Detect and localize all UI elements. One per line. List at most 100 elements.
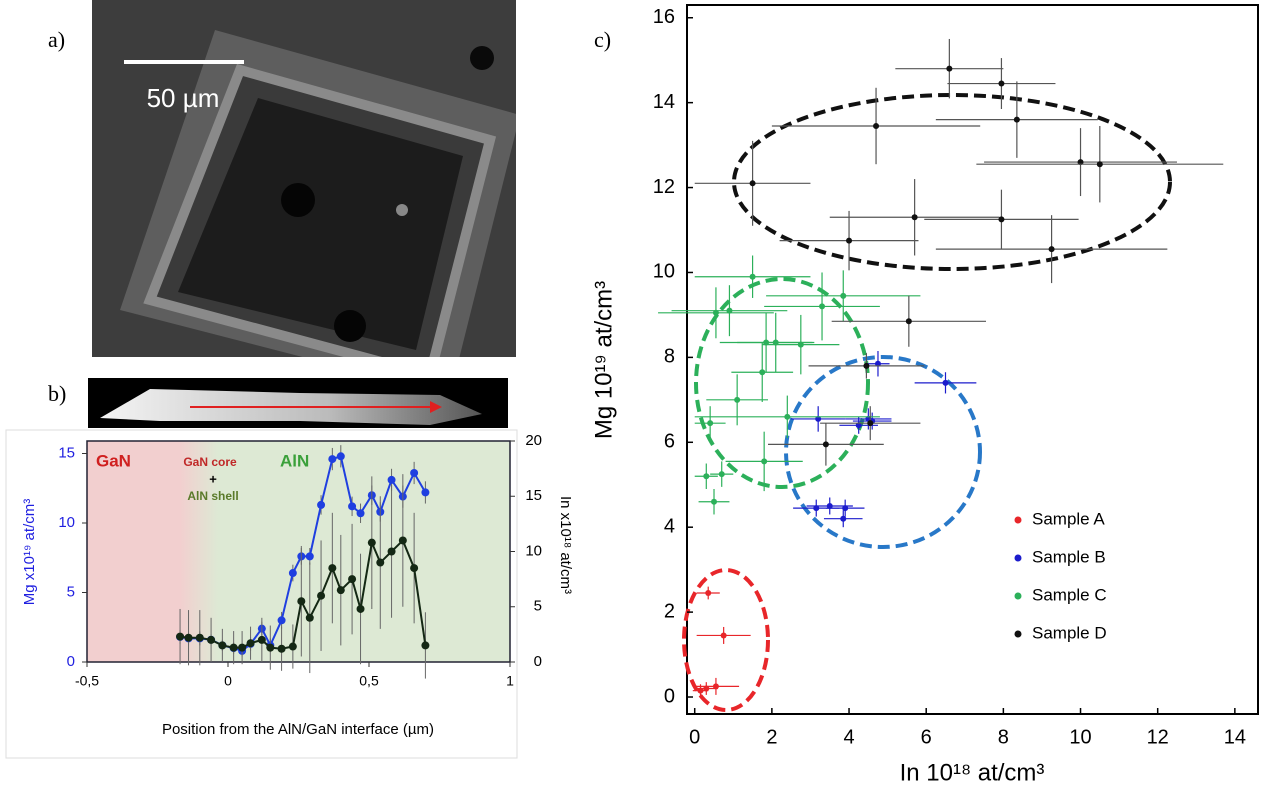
annotation: AlN shell xyxy=(187,489,238,503)
panel-frame xyxy=(5,429,518,759)
data-point xyxy=(749,273,756,280)
y2-tick-label: 15 xyxy=(525,487,542,504)
data-point xyxy=(797,341,804,348)
data-point xyxy=(867,420,874,427)
data-point xyxy=(749,180,756,187)
panel-label: a) xyxy=(48,27,65,52)
data-point xyxy=(697,687,704,694)
plot-area xyxy=(686,4,1259,715)
y-tick-label: 6 xyxy=(664,431,675,453)
group-ellipses xyxy=(682,93,1172,712)
data-point xyxy=(705,590,712,597)
data-point xyxy=(855,422,862,429)
data-point xyxy=(367,538,376,547)
data-point xyxy=(942,379,949,386)
data-point xyxy=(712,683,719,690)
y2-tick-label: 10 xyxy=(525,542,542,559)
data-point xyxy=(421,641,430,650)
x-axis-title: Position from the AlN/GaN interface (µm) xyxy=(162,721,434,738)
annotation: + xyxy=(209,471,217,486)
data-point xyxy=(815,415,822,422)
data-point xyxy=(277,644,286,653)
x-tick-label: 6 xyxy=(921,726,932,748)
data-point xyxy=(946,65,953,72)
y-tick-label: 16 xyxy=(653,6,675,28)
y-tick-label: 8 xyxy=(664,346,675,368)
y2-tick-label: 5 xyxy=(534,598,542,615)
legend-label: Sample D xyxy=(1032,623,1107,642)
data-point xyxy=(376,558,385,567)
data-point xyxy=(288,642,297,651)
y-tick-label: 15 xyxy=(58,444,75,461)
scale-bar-label: 50 µm xyxy=(147,83,220,113)
y-tick-label: 14 xyxy=(653,91,675,113)
legend-marker xyxy=(1014,516,1022,524)
data-point xyxy=(734,396,741,403)
data-point xyxy=(840,515,847,522)
data-point xyxy=(184,633,193,642)
legend-label: Sample C xyxy=(1032,585,1107,604)
data-point xyxy=(348,575,357,584)
y2-tick-label: 20 xyxy=(525,432,542,449)
data-point xyxy=(846,237,853,244)
data-point xyxy=(297,597,306,606)
data-point xyxy=(387,547,396,556)
data-point xyxy=(707,420,714,427)
y-tick-label: 10 xyxy=(653,261,675,283)
data-point xyxy=(387,475,396,484)
data-point xyxy=(246,639,255,648)
data-point xyxy=(703,473,710,480)
x-tick-label: 4 xyxy=(843,726,854,748)
x-tick-label: 8 xyxy=(998,726,1009,748)
panel-label: b) xyxy=(48,381,66,406)
data-point xyxy=(840,292,847,299)
data-point xyxy=(712,309,719,316)
x-tick-label: 0 xyxy=(224,673,232,689)
y-tick-label: 5 xyxy=(67,583,75,600)
x-tick-label: 10 xyxy=(1069,726,1091,748)
data-point xyxy=(305,552,314,561)
data-point xyxy=(348,502,357,511)
x-tick-label: 2 xyxy=(766,726,777,748)
x-tick-label: 0,5 xyxy=(359,673,379,689)
y2-tick-label: 0 xyxy=(534,653,542,670)
y2-axis-title: In x10¹⁸ at/cm³ xyxy=(557,496,574,594)
data-point xyxy=(328,564,337,573)
data-point xyxy=(822,441,829,448)
data-point xyxy=(218,641,227,650)
panel-label: c) xyxy=(594,27,611,52)
data-point xyxy=(229,643,238,652)
data-point xyxy=(772,339,779,346)
data-point xyxy=(176,632,185,641)
data-point xyxy=(1013,116,1020,123)
x-tick-label: 0 xyxy=(689,726,700,748)
data-point xyxy=(238,643,247,652)
x-tick-label: 14 xyxy=(1224,726,1246,748)
legend-marker xyxy=(1014,592,1022,600)
annotation: GaN xyxy=(96,451,131,470)
legend-marker xyxy=(1014,630,1022,638)
data-point xyxy=(317,591,326,600)
sem-image xyxy=(92,0,516,357)
data-point xyxy=(305,613,314,622)
data-point xyxy=(288,569,297,578)
data-point xyxy=(356,604,365,613)
data-point xyxy=(328,455,337,464)
data-point xyxy=(195,633,204,642)
data-point xyxy=(718,471,725,478)
data-point xyxy=(336,586,345,595)
data-point xyxy=(317,500,326,509)
data-point xyxy=(266,643,275,652)
data-point xyxy=(905,318,912,325)
x-tick-label: 1 xyxy=(506,673,514,689)
data-point xyxy=(826,502,833,509)
y-tick-label: 0 xyxy=(664,685,675,707)
x-axis-title: In 10¹⁸ at/cm³ xyxy=(900,759,1045,786)
legend-marker xyxy=(1014,554,1022,562)
wire-image xyxy=(88,378,508,428)
data-point xyxy=(842,505,849,512)
data-point xyxy=(720,632,727,639)
data-point xyxy=(998,216,1005,223)
